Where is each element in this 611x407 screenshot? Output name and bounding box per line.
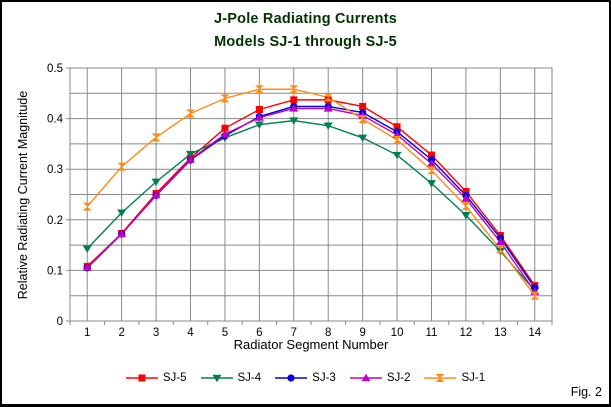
series-SJ-5-marker-square <box>221 124 229 132</box>
series-SJ-4-marker-triangle-down <box>427 180 436 188</box>
series-SJ-1-marker-hourglass <box>358 115 368 124</box>
figure-label: Fig. 2 <box>570 385 602 399</box>
series-SJ-2-marker-triangle-up <box>220 130 230 138</box>
chart-subtitle: Models SJ-1 through SJ-5 <box>214 34 397 50</box>
x-tick-label: 9 <box>359 327 365 339</box>
x-tick-label: 7 <box>291 327 297 339</box>
series-SJ-1-marker-hourglass <box>427 166 436 175</box>
series-line-SJ-2 <box>86 107 536 293</box>
legend-label: SJ-2 <box>386 372 411 384</box>
x-tick-label: 10 <box>391 327 404 339</box>
x-tick-label: 3 <box>153 327 159 339</box>
series-SJ-1-marker-hourglass <box>392 135 402 144</box>
series-SJ-2-marker-triangle-up <box>254 113 264 121</box>
series-SJ-1-marker-hourglass <box>254 85 264 94</box>
series-SJ-5-marker-square <box>462 187 470 195</box>
series-SJ-5-marker-square <box>393 123 401 131</box>
y-tick-label: 0.4 <box>47 114 64 126</box>
series-SJ-1-marker-hourglass <box>461 202 471 211</box>
series-SJ-2-marker-triangle-up <box>186 155 195 163</box>
series-SJ-2-marker-triangle-up <box>495 237 505 246</box>
series-SJ-1-marker-hourglass <box>220 94 230 103</box>
series-SJ-1-marker-hourglass <box>151 133 161 142</box>
series-SJ-4-marker-triangle-down <box>151 178 161 187</box>
y-tick-label: 0 <box>57 316 63 328</box>
legend-SJ-1-marker-hourglass <box>435 374 445 382</box>
y-tick-label: 0.1 <box>47 265 63 277</box>
series-SJ-1-marker-hourglass <box>323 93 333 102</box>
legend-SJ-5-marker-square <box>138 374 146 382</box>
legend-SJ-2-marker-triangle-up <box>361 373 371 382</box>
series-SJ-2-marker-triangle-up <box>82 263 92 271</box>
x-tick-label: 5 <box>222 327 228 339</box>
x-tick-label: 2 <box>118 327 124 339</box>
legend-label: SJ-1 <box>461 372 486 384</box>
series-SJ-4-marker-triangle-down <box>186 150 195 159</box>
series-SJ-1-marker-hourglass <box>117 162 127 171</box>
legend-marker-icon <box>349 373 382 382</box>
series-SJ-4-marker-triangle-down <box>289 117 299 125</box>
series-SJ-4-marker-triangle-down <box>358 134 368 143</box>
y-tick-label: 0.2 <box>47 215 63 227</box>
series-SJ-2-marker-triangle-up <box>427 159 436 167</box>
x-tick-label: 1 <box>84 327 90 339</box>
series-SJ-4-marker-triangle-down <box>392 151 402 160</box>
legend-item-SJ-5: SJ-5 <box>125 372 187 384</box>
legend-label: SJ-3 <box>312 372 336 384</box>
x-tick-label: 14 <box>528 327 541 339</box>
y-axis-title: Relative Radiating Current Magnitude <box>16 90 30 300</box>
legend-SJ-4-marker-triangle-down <box>212 374 222 383</box>
series-SJ-1-marker-hourglass <box>186 109 195 118</box>
legend-item-SJ-1: SJ-1 <box>424 372 485 384</box>
legend: SJ-5 SJ-4 SJ-3 SJ-2 SJ-1 <box>2 372 609 384</box>
legend-marker-icon <box>424 374 457 382</box>
series-SJ-1-marker-hourglass <box>82 202 92 211</box>
series-SJ-1-marker-hourglass <box>530 291 540 300</box>
series-line-SJ-5 <box>86 99 536 286</box>
chart-title: J-Pole Radiating Currents <box>213 11 398 27</box>
series-SJ-2-marker-triangle-up <box>151 190 161 199</box>
series-SJ-4-marker-triangle-down <box>461 212 471 220</box>
series-SJ-4-marker-triangle-down <box>82 245 92 253</box>
series-SJ-4-marker-triangle-down <box>254 121 264 129</box>
series-SJ-2-marker-triangle-up <box>117 229 127 238</box>
series-SJ-5-marker-square <box>255 105 263 113</box>
series-line-SJ-4 <box>86 119 536 292</box>
legend-marker-icon <box>200 374 233 383</box>
legend-label: SJ-5 <box>162 372 187 384</box>
x-axis-title: Radiator Segment Number <box>233 337 389 352</box>
legend-marker-icon <box>275 374 308 382</box>
x-tick-label: 12 <box>460 327 473 339</box>
x-tick-label: 6 <box>256 327 262 339</box>
series-SJ-5-marker-square <box>359 102 367 110</box>
y-tick-label: 0.5 <box>47 63 63 75</box>
series-SJ-1-marker-hourglass <box>289 85 299 94</box>
series-SJ-2-marker-triangle-up <box>323 104 333 112</box>
series-SJ-4-marker-triangle-down <box>117 209 127 217</box>
series-SJ-1-marker-hourglass <box>495 245 505 254</box>
x-tick-label: 11 <box>426 327 438 339</box>
series-SJ-4-marker-triangle-down <box>323 122 333 130</box>
x-tick-label: 8 <box>325 327 331 339</box>
x-tick-label: 4 <box>187 327 194 339</box>
legend-item-SJ-4: SJ-4 <box>200 372 262 384</box>
series-line-SJ-1 <box>86 88 536 297</box>
x-tick-label: 13 <box>494 327 507 339</box>
series-SJ-5-marker-square <box>428 151 435 159</box>
y-tick-label: 0.3 <box>47 164 63 176</box>
series-SJ-2-marker-triangle-up <box>461 194 471 202</box>
legend-SJ-3-marker-circle <box>287 374 295 382</box>
legend-marker-icon <box>125 374 158 382</box>
legend-item-SJ-3: SJ-3 <box>275 372 336 384</box>
series-SJ-2-marker-triangle-up <box>289 104 299 112</box>
legend-item-SJ-2: SJ-2 <box>349 372 411 384</box>
legend-label: SJ-4 <box>237 372 262 384</box>
series-SJ-5-marker-square <box>290 96 298 104</box>
